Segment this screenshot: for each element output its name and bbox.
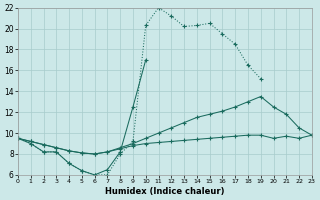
X-axis label: Humidex (Indice chaleur): Humidex (Indice chaleur) (105, 187, 225, 196)
